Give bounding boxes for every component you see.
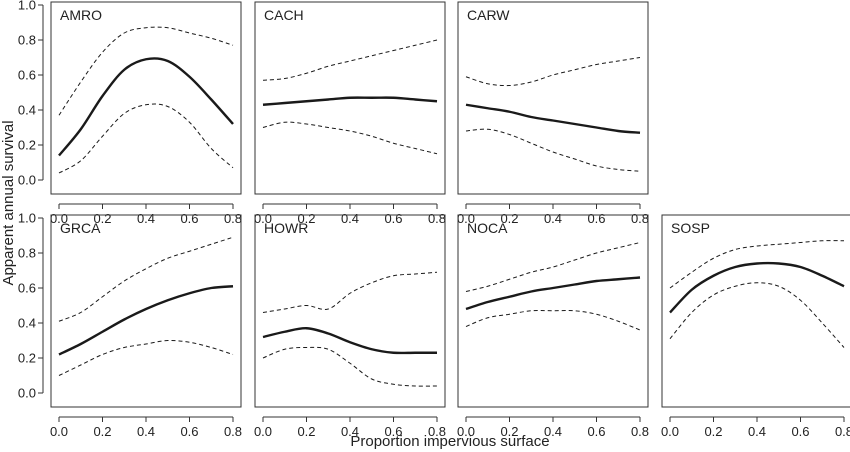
- upper-ci-line: [262, 39, 438, 81]
- panel-title: SOSP: [671, 220, 710, 236]
- panel-frame: [50, 214, 242, 408]
- y-tick-label: 0.6: [18, 281, 36, 296]
- x-tick-label: 0.4: [544, 424, 562, 439]
- x-tick-label: 0.6: [384, 424, 402, 439]
- x-tick-label: 0.6: [791, 424, 809, 439]
- x-tick-label: 0.6: [587, 211, 605, 226]
- x-tick-label: 0.0: [661, 424, 679, 439]
- lower-ci-line: [58, 103, 234, 174]
- x-tick-label: 0.2: [93, 424, 111, 439]
- y-tick-label: 1.0: [18, 0, 36, 13]
- estimate-line: [262, 96, 438, 106]
- x-tick-label: 0.0: [457, 424, 475, 439]
- x-tick-label: 0.2: [297, 424, 315, 439]
- x-tick-label: 0.8: [224, 424, 242, 439]
- upper-ci-line: [58, 236, 234, 322]
- y-tick-label: 0.0: [18, 173, 36, 188]
- panel-title: CACH: [264, 7, 304, 23]
- y-tick-label: 0.2: [18, 351, 36, 366]
- estimate-line: [262, 327, 437, 355]
- y-tick-label: 0.0: [18, 386, 36, 401]
- estimate-line: [669, 261, 845, 314]
- x-tick-label: 0.8: [835, 424, 850, 439]
- estimate-line: [58, 285, 234, 356]
- panels: AMRO 0.0 0.2 0.4 0.6 0.8 1.0 0.0 0.2 0.4 0.6 0.8 CAC…: [18, 0, 850, 439]
- lower-ci-line: [465, 309, 641, 331]
- lower-ci-line: [58, 339, 234, 376]
- estimate-line: [58, 57, 234, 157]
- x-tick-label: 0.6: [180, 424, 198, 439]
- upper-ci-line: [669, 240, 845, 289]
- panel-grca: GRCA 0.0 0.2 0.4 0.6 0.8 1.0 0.0 0.2 0.4 0.6 0.8: [18, 211, 242, 440]
- upper-ci-line: [465, 242, 641, 292]
- lower-ci-line: [262, 346, 438, 387]
- y-tick-label: 0.4: [18, 316, 36, 331]
- y-tick-label: 0.4: [18, 103, 36, 118]
- x-tick-label: 0.6: [384, 211, 402, 226]
- x-tick-label: 0.6: [587, 424, 605, 439]
- upper-ci-line: [58, 26, 234, 116]
- panel-noca: NOCA 0.0 0.2 0.4 0.6 0.8: [457, 214, 649, 439]
- x-tick-label: 0.8: [631, 211, 649, 226]
- upper-ci-line: [465, 57, 641, 87]
- x-tick-label: 0.8: [428, 424, 446, 439]
- panel-frame: [254, 214, 446, 408]
- panel-title: HOWR: [264, 220, 308, 236]
- estimate-line: [465, 103, 641, 134]
- panel-frame: [661, 214, 850, 408]
- panel-frame: [254, 1, 446, 195]
- x-tick-label: 0.4: [137, 424, 155, 439]
- y-tick-label: 0.2: [18, 138, 36, 153]
- x-tick-label: 0.4: [137, 211, 155, 226]
- x-tick-label: 0.0: [50, 424, 68, 439]
- x-tick-label: 0.4: [341, 211, 359, 226]
- x-tick-label: 0.8: [631, 424, 649, 439]
- lower-ci-line: [465, 128, 641, 172]
- panel-frame: [457, 1, 649, 195]
- y-tick-label: 0.6: [18, 68, 36, 83]
- x-tick-label: 0.4: [341, 424, 359, 439]
- x-tick-label: 0.8: [224, 211, 242, 226]
- panel-sosp: SOSP 0.0 0.2 0.4 0.6 0.8: [661, 214, 850, 439]
- lower-ci-line: [262, 121, 438, 155]
- y-axis-title: Apparent annual survival: [0, 120, 17, 285]
- x-tick-label: 0.2: [500, 424, 518, 439]
- panel-frame: [50, 1, 242, 195]
- panel-title: AMRO: [60, 7, 102, 23]
- panel-title: GRCA: [60, 220, 101, 236]
- upper-ci-line: [262, 271, 438, 313]
- x-tick-label: 0.6: [180, 211, 198, 226]
- x-axis-title: Proportion impervious surface: [350, 433, 549, 450]
- panel-howr: HOWR 0.0 0.2 0.4 0.6 0.8: [254, 214, 446, 439]
- panel-title: NOCA: [467, 220, 508, 236]
- estimate-line: [465, 276, 641, 311]
- x-tick-label: 0.4: [544, 211, 562, 226]
- panel-frame: [457, 214, 649, 408]
- y-tick-label: 1.0: [18, 211, 36, 226]
- y-tick-label: 0.8: [18, 33, 36, 48]
- x-tick-label: 0.0: [254, 424, 272, 439]
- x-tick-label: 0.8: [428, 211, 446, 226]
- x-tick-label: 0.4: [748, 424, 766, 439]
- x-tick-label: 0.2: [704, 424, 722, 439]
- lower-ci-line: [669, 282, 845, 348]
- panel-title: CARW: [467, 7, 510, 23]
- y-tick-label: 0.8: [18, 246, 36, 261]
